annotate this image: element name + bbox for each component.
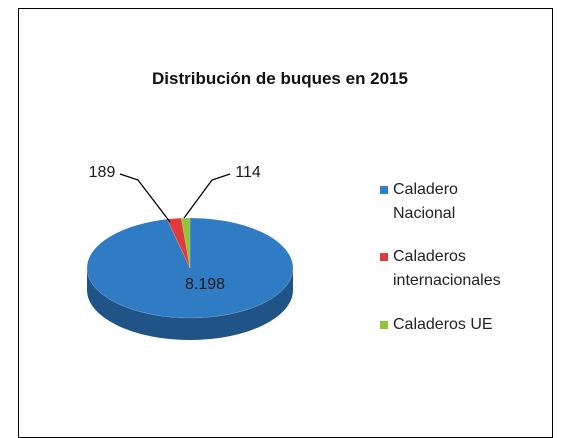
pie-slice (86, 217, 294, 319)
leader-line (183, 173, 231, 219)
legend-label: Caladeros UE (393, 316, 493, 333)
chart-title: Distribución de buques en 2015 (152, 69, 408, 88)
leader-line (119, 173, 171, 223)
data-label: 189 (89, 164, 116, 181)
data-label: 114 (235, 164, 261, 181)
pie-side (87, 268, 293, 340)
legend-swatch (380, 321, 388, 329)
legend-item: Caladeros UE (380, 313, 523, 337)
legend-label: Caladero Nacional (393, 181, 458, 222)
data-label: 8.198 (185, 276, 225, 293)
legend-swatch (380, 186, 388, 194)
legend-item: Caladeros internacionales (380, 245, 523, 293)
legend-label: Caladeros internacionales (393, 248, 501, 289)
pie-slice (181, 217, 191, 269)
legend-item: Caladero Nacional (380, 178, 523, 226)
legend-swatch (380, 253, 388, 261)
